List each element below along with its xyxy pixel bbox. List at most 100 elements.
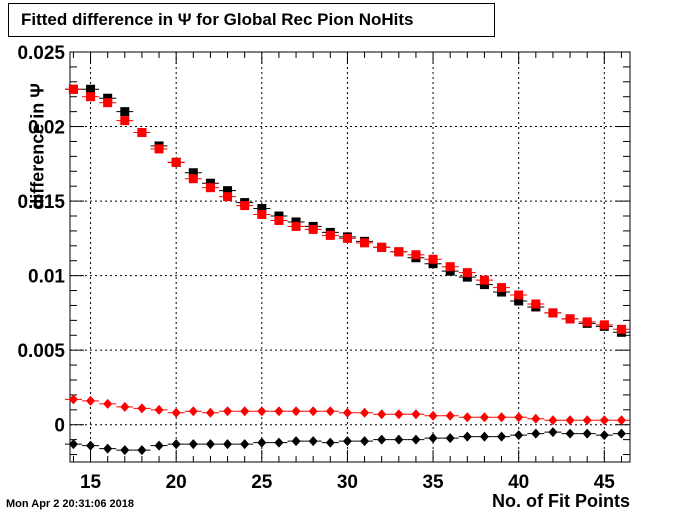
x-axis-label: No. of Fit Points (492, 491, 630, 511)
data-point (103, 398, 113, 409)
data-point (342, 407, 352, 418)
data-point (479, 431, 489, 442)
y-tick-label: 0.01 (28, 267, 65, 288)
y-tick-label: 0.005 (17, 341, 65, 362)
data-point (86, 92, 96, 102)
data-point (68, 84, 78, 94)
data-point (514, 296, 524, 306)
data-point (274, 406, 284, 417)
data-point (120, 401, 130, 412)
y-tick-label: 0.015 (17, 192, 65, 213)
data-point (411, 409, 421, 420)
data-point (68, 439, 78, 450)
data-point (360, 238, 370, 248)
data-point (616, 428, 626, 439)
y-tick-label: 0.02 (28, 118, 65, 139)
data-point (240, 201, 250, 211)
data-point (360, 436, 370, 447)
data-point (377, 434, 387, 445)
data-point (308, 406, 318, 417)
data-point (137, 403, 147, 414)
data-point (599, 430, 609, 441)
data-point (428, 254, 438, 264)
data-point (325, 437, 335, 448)
data-point (531, 413, 541, 424)
data-point (291, 221, 301, 231)
data-point (86, 84, 96, 94)
data-point (223, 186, 233, 196)
date-stamp: Mon Apr 2 20:31:06 2018 (6, 498, 134, 510)
data-point (514, 290, 524, 300)
data-point (342, 233, 352, 243)
data-point (103, 443, 113, 454)
data-point (394, 409, 404, 420)
data-point (377, 409, 387, 420)
data-point (531, 299, 541, 309)
data-point (188, 174, 198, 184)
x-tick-label: 25 (251, 472, 273, 493)
data-point (599, 415, 609, 426)
data-point (188, 406, 198, 417)
data-point (565, 428, 575, 439)
data-point (188, 439, 198, 450)
x-tick-label: 30 (337, 472, 358, 493)
data-point (240, 439, 250, 450)
data-point (240, 406, 250, 417)
data-point (257, 210, 267, 220)
plot-frame (69, 51, 631, 463)
data-point (291, 436, 301, 447)
y-tick-label: 0 (54, 416, 65, 437)
data-point (565, 314, 575, 324)
data-point (154, 440, 164, 451)
data-point (325, 230, 335, 240)
data-point (582, 415, 592, 426)
data-point (137, 445, 147, 456)
data-point (394, 247, 404, 257)
data-point (462, 431, 472, 442)
data-point (120, 116, 130, 126)
data-point (120, 107, 130, 117)
data-point (360, 407, 370, 418)
data-point (223, 192, 233, 202)
data-point (548, 415, 558, 426)
data-point (171, 439, 181, 450)
data-point (223, 406, 233, 417)
x-tick-label: 20 (166, 472, 187, 493)
data-point (257, 406, 267, 417)
data-point (411, 250, 421, 260)
y-axis-label: difference in Ψ (27, 83, 48, 210)
data-point (257, 437, 267, 448)
data-point (497, 412, 507, 423)
data-point (137, 128, 147, 138)
data-point (445, 433, 455, 444)
data-point (428, 433, 438, 444)
data-point (479, 412, 489, 423)
x-tick-label: 15 (80, 472, 102, 493)
data-point (428, 410, 438, 421)
data-point (120, 445, 130, 456)
data-point (68, 394, 78, 405)
data-point (548, 427, 558, 438)
data-point (257, 204, 267, 214)
data-point (171, 157, 181, 167)
data-point (497, 431, 507, 442)
data-point (325, 406, 335, 417)
data-point (565, 415, 575, 426)
data-point (154, 144, 164, 154)
data-point (411, 434, 421, 445)
data-point (308, 436, 318, 447)
data-point (154, 404, 164, 415)
data-point (86, 395, 96, 406)
data-point (274, 215, 284, 225)
data-point (342, 436, 352, 447)
data-point (445, 262, 455, 272)
data-point (86, 440, 96, 451)
data-point (205, 407, 215, 418)
data-point (205, 183, 215, 193)
data-point (582, 317, 592, 327)
data-point (223, 439, 233, 450)
data-point (274, 437, 284, 448)
data-point (462, 268, 472, 278)
data-point (616, 415, 626, 426)
